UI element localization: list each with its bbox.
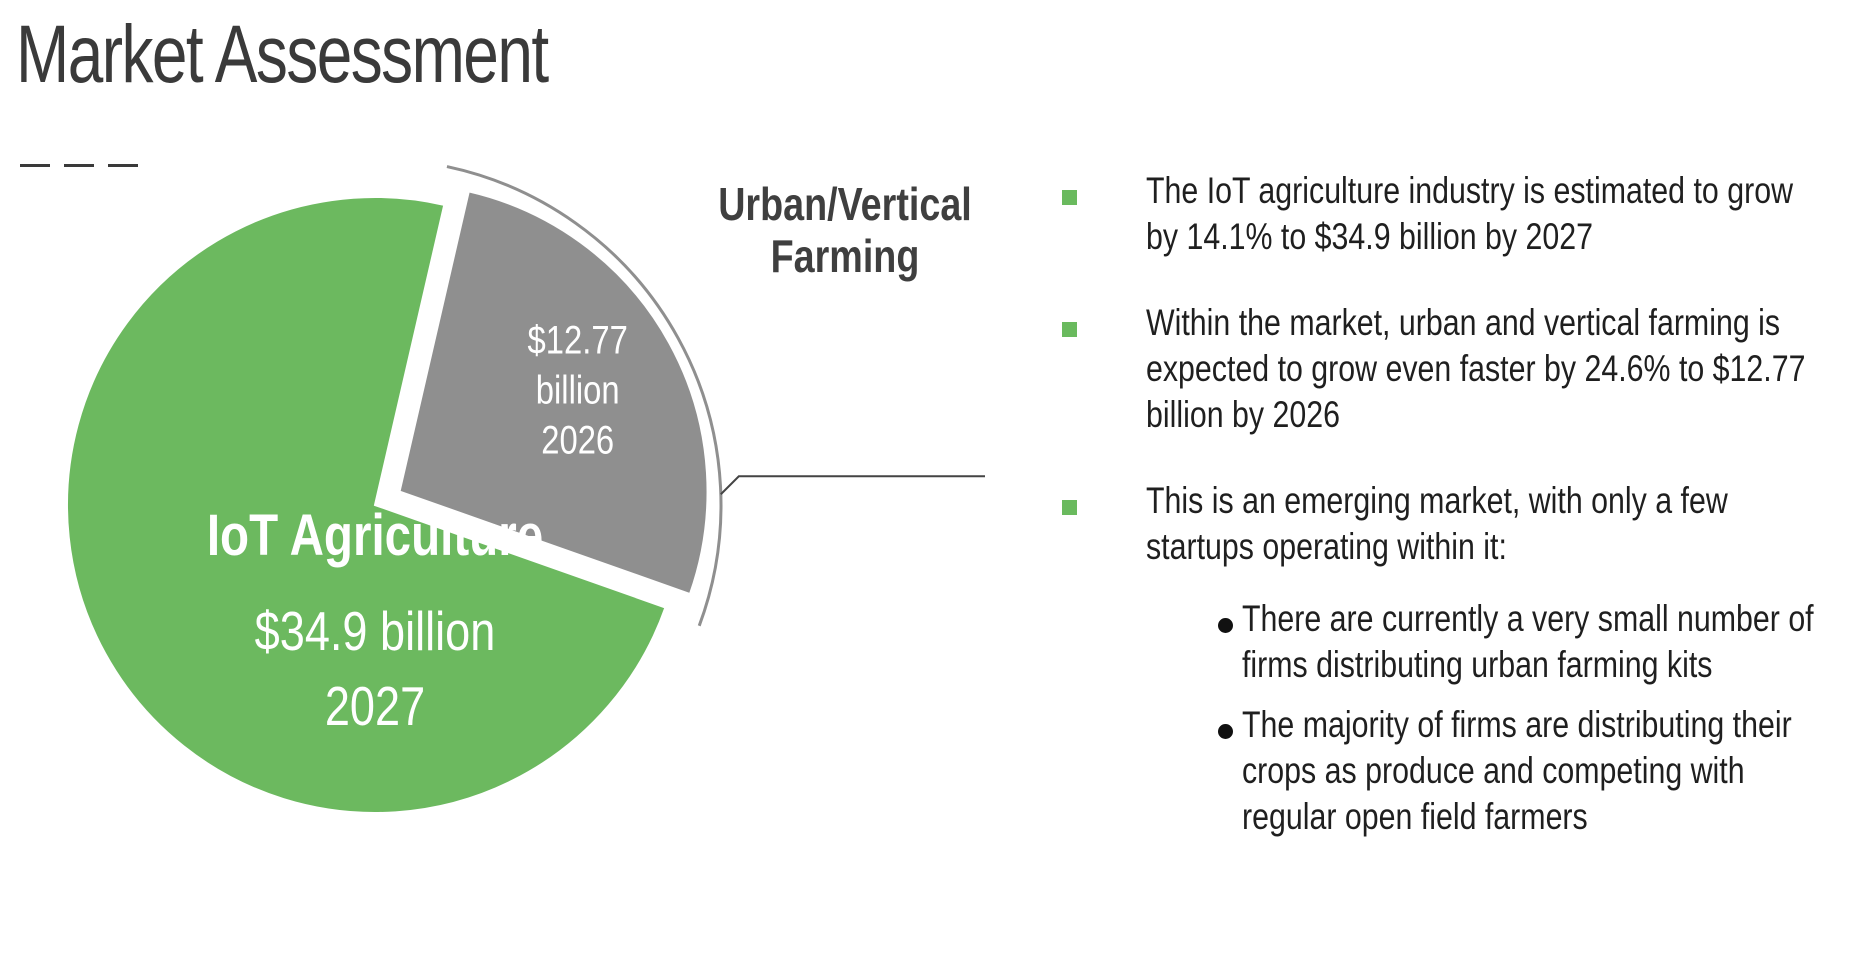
bullet-text: The IoT agriculture industry is estimate… — [1146, 170, 1793, 257]
bullet-item: This is an emerging market, with only a … — [1062, 478, 1822, 840]
square-bullet-icon — [1062, 500, 1077, 515]
sub-bullet-list: There are currently a very small number … — [1146, 596, 1822, 840]
bullet-item: The IoT agriculture industry is estimate… — [1062, 168, 1822, 260]
pie-label-value: $12.77 — [528, 318, 628, 363]
page-title: Market Assessment — [16, 9, 549, 100]
callout-label: Farming — [771, 230, 920, 281]
bullet-text: This is an emerging market, with only a … — [1146, 480, 1728, 567]
dash — [20, 164, 50, 167]
sub-bullet-text: There are currently a very small number … — [1242, 598, 1814, 685]
square-bullet-icon — [1062, 190, 1077, 205]
square-bullet-icon — [1062, 322, 1077, 337]
pie-slice-iot-agriculture — [66, 196, 667, 814]
bullet-item: Within the market, urban and vertical fa… — [1062, 300, 1822, 438]
pie-label-year: 2027 — [325, 675, 425, 737]
bullet-list: The IoT agriculture industry is estimate… — [1062, 168, 1822, 880]
sub-bullet-text: The majority of firms are distributing t… — [1242, 704, 1792, 837]
sub-bullet-item: The majority of firms are distributing t… — [1146, 702, 1822, 840]
bullet-text: Within the market, urban and vertical fa… — [1146, 302, 1806, 435]
callout-bracket — [446, 165, 723, 627]
market-pie-chart: IoT Agriculture $34.9 billion 2027 $12.77 bi… — [66, 165, 985, 814]
round-bullet-icon — [1218, 618, 1233, 633]
pie-label-value: $34.9 billion — [255, 600, 496, 662]
sub-bullet-item: There are currently a very small number … — [1146, 596, 1822, 688]
dash — [108, 164, 138, 167]
dash — [64, 164, 94, 167]
pie-label-value: 2026 — [541, 418, 614, 463]
round-bullet-icon — [1218, 724, 1233, 739]
pie-label-value: billion — [536, 368, 620, 413]
pie-slice-urban-vertical-farming — [398, 190, 709, 596]
callout-label: Urban/Vertical — [718, 178, 972, 229]
callout-leader-line — [720, 475, 985, 495]
title-underline-dashes — [20, 164, 138, 167]
pie-label-name: IoT Agriculture — [207, 504, 543, 569]
